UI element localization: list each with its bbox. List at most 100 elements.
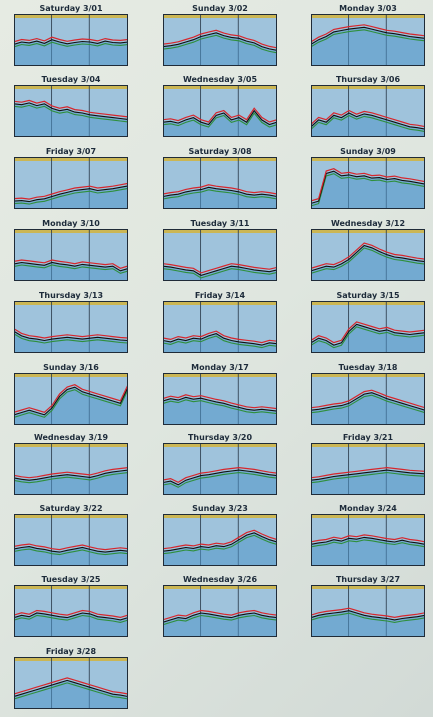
top-band xyxy=(14,14,128,18)
chart-plot xyxy=(14,514,128,566)
forecast-chart: Sunday 3/02 xyxy=(163,4,277,68)
data-area xyxy=(14,331,128,353)
chart-plot xyxy=(311,229,425,281)
data-line-mid xyxy=(311,170,425,204)
data-line-high xyxy=(163,29,277,49)
forecast-chart: Monday 3/10 xyxy=(14,219,128,283)
top-band xyxy=(311,443,425,447)
forecast-chart: Thursday 3/13 xyxy=(14,291,128,355)
forecast-chart: Tuesday 3/11 xyxy=(163,219,277,283)
chart-plot xyxy=(14,585,128,637)
top-band xyxy=(14,585,128,589)
data-line-mid xyxy=(14,185,128,203)
plot-frame xyxy=(311,14,425,66)
forecast-chart: Thursday 3/20 xyxy=(163,433,277,497)
chart-title: Saturday 3/08 xyxy=(188,147,252,156)
top-band xyxy=(14,301,128,305)
data-line-high xyxy=(14,259,128,269)
chart-plot xyxy=(311,301,425,353)
data-line-low xyxy=(311,326,425,349)
chart-title: Thursday 3/13 xyxy=(38,291,104,300)
chart-title: Monday 3/03 xyxy=(339,4,397,13)
top-band xyxy=(311,514,425,518)
top-band xyxy=(14,657,128,661)
forecast-chart: Wednesday 3/05 xyxy=(163,75,277,139)
top-band xyxy=(311,585,425,589)
data-line-mid xyxy=(311,26,425,45)
data-line-low xyxy=(14,614,128,623)
plot-frame xyxy=(14,514,128,566)
data-line-mid xyxy=(14,39,128,45)
chart-plot xyxy=(163,585,277,637)
chart-title: Sunday 3/23 xyxy=(192,504,248,513)
data-area xyxy=(14,102,128,137)
plot-frame xyxy=(163,157,277,209)
chart-title: Sunday 3/16 xyxy=(43,363,99,372)
plot-frame xyxy=(14,585,128,637)
top-band xyxy=(311,373,425,377)
chart-plot xyxy=(311,157,425,209)
data-line-low xyxy=(14,548,128,556)
chart-plot xyxy=(311,514,425,566)
chart-title: Friday 3/28 xyxy=(45,647,97,656)
chart-plot xyxy=(14,85,128,137)
data-line-mid xyxy=(311,112,425,130)
data-line-mid xyxy=(311,536,425,545)
top-band xyxy=(163,229,277,233)
top-band xyxy=(163,585,277,589)
chart-plot xyxy=(163,157,277,209)
chart-plot xyxy=(14,373,128,425)
plot-frame xyxy=(311,157,425,209)
data-line-high xyxy=(14,328,128,339)
data-line-high xyxy=(14,467,128,479)
plot-frame xyxy=(14,657,128,709)
data-line-low xyxy=(14,682,128,700)
chart-title: Tuesday 3/11 xyxy=(190,219,250,228)
data-line-low xyxy=(163,189,277,200)
data-line-high xyxy=(163,184,277,195)
data-line-low xyxy=(311,173,425,207)
forecast-chart: Thursday 3/06 xyxy=(311,75,425,139)
data-line-high xyxy=(163,107,277,123)
top-band xyxy=(14,229,128,233)
chart-title: Tuesday 3/25 xyxy=(41,575,101,584)
chart-title: Sunday 3/09 xyxy=(340,147,396,156)
forecast-chart: Friday 3/21 xyxy=(311,433,425,497)
chart-title: Wednesday 3/26 xyxy=(182,575,258,584)
data-line-high xyxy=(163,330,277,344)
chart-plot xyxy=(163,14,277,66)
data-line-mid xyxy=(163,333,277,346)
data-area xyxy=(163,266,277,281)
data-line-high xyxy=(311,321,425,344)
forecast-chart: Wednesday 3/26 xyxy=(163,575,277,639)
data-area xyxy=(163,333,277,353)
forecast-chart: Saturday 3/01 xyxy=(14,4,128,68)
data-line-low xyxy=(163,268,277,279)
top-band xyxy=(14,157,128,161)
forecast-chart: Monday 3/17 xyxy=(163,363,277,427)
data-line-low xyxy=(14,389,128,418)
forecast-chart: Friday 3/14 xyxy=(163,291,277,355)
forecast-chart: Tuesday 3/04 xyxy=(14,75,128,139)
forecast-chart: Wednesday 3/19 xyxy=(14,433,128,497)
data-line-high xyxy=(311,24,425,43)
chart-plot xyxy=(14,443,128,495)
chart-title: Saturday 3/22 xyxy=(39,504,103,513)
data-line-low xyxy=(14,333,128,344)
forecast-chart: Friday 3/07 xyxy=(14,147,128,211)
data-line-high xyxy=(14,677,128,695)
plot-frame xyxy=(311,585,425,637)
data-area xyxy=(311,392,425,425)
data-line-mid xyxy=(311,244,425,272)
plot-frame xyxy=(163,229,277,281)
data-line-high xyxy=(311,168,425,202)
forecast-chart: Sunday 3/16 xyxy=(14,363,128,427)
plot-frame xyxy=(311,301,425,353)
chart-title: Monday 3/10 xyxy=(42,219,100,228)
data-line-low xyxy=(163,614,277,626)
data-line-high xyxy=(311,242,425,269)
plot-frame xyxy=(311,229,425,281)
data-area xyxy=(14,470,128,495)
chart-title: Tuesday 3/18 xyxy=(338,363,398,372)
data-line-low xyxy=(163,472,277,488)
